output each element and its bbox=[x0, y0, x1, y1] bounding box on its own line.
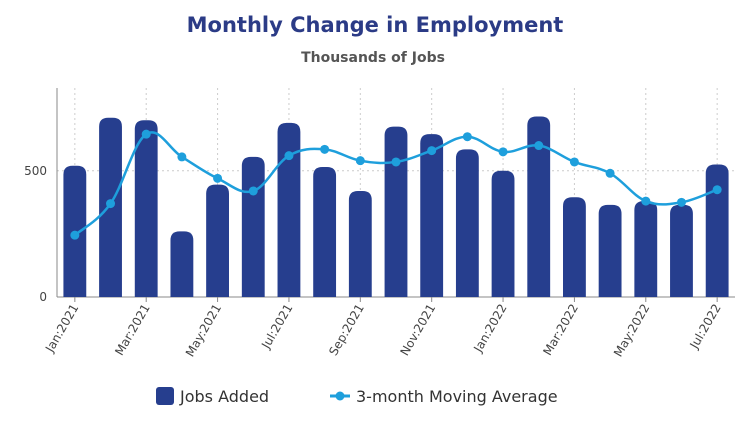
moving-average-point[interactable] bbox=[712, 185, 722, 195]
bar[interactable] bbox=[170, 231, 194, 297]
moving-average-point[interactable] bbox=[141, 129, 151, 139]
x-tick-label: Mar:2022 bbox=[540, 302, 581, 358]
line-series bbox=[70, 129, 722, 240]
x-tick-label: Mar:2021 bbox=[112, 302, 153, 358]
moving-average-point[interactable] bbox=[177, 152, 187, 162]
x-tick-label: Jul:2022 bbox=[687, 302, 724, 352]
bar[interactable] bbox=[670, 204, 693, 297]
bar[interactable] bbox=[134, 120, 158, 297]
moving-average-point[interactable] bbox=[355, 156, 365, 166]
bar[interactable] bbox=[420, 134, 444, 297]
moving-average-point[interactable] bbox=[391, 157, 401, 167]
moving-average-point[interactable] bbox=[284, 151, 294, 161]
bar[interactable] bbox=[527, 116, 551, 297]
moving-average-point[interactable] bbox=[676, 197, 686, 207]
moving-average-point[interactable] bbox=[248, 186, 258, 196]
bar[interactable] bbox=[491, 170, 515, 297]
legend-label-moving-average[interactable]: 3-month Moving Average bbox=[356, 387, 558, 406]
moving-average-point[interactable] bbox=[213, 173, 223, 183]
x-tick-label: May:2022 bbox=[611, 302, 652, 360]
x-tick-label: Nov:2021 bbox=[397, 302, 438, 359]
moving-average-point[interactable] bbox=[106, 199, 116, 209]
chart-subtitle: Thousands of Jobs bbox=[301, 50, 445, 66]
bar[interactable] bbox=[705, 164, 729, 297]
moving-average-point[interactable] bbox=[498, 147, 508, 157]
x-tick-label: May:2021 bbox=[183, 302, 224, 360]
legend[interactable]: Jobs Added 3-month Moving Average bbox=[156, 387, 558, 406]
x-tick-label: Sep:2021 bbox=[326, 302, 367, 359]
bar[interactable] bbox=[634, 201, 658, 297]
x-tick-label: Jan:2021 bbox=[42, 302, 81, 356]
grid bbox=[57, 88, 735, 297]
bar[interactable] bbox=[348, 190, 372, 297]
legend-swatch-jobs-added[interactable] bbox=[156, 387, 174, 405]
moving-average-point[interactable] bbox=[462, 132, 472, 142]
moving-average-point[interactable] bbox=[427, 146, 437, 156]
x-tick-label: Jan:2022 bbox=[470, 301, 509, 355]
y-tick-label: 0 bbox=[39, 290, 47, 304]
bar[interactable] bbox=[455, 149, 479, 297]
moving-average-point[interactable] bbox=[605, 168, 615, 178]
x-tick-label: Jul:2021 bbox=[258, 302, 295, 352]
bar[interactable] bbox=[241, 156, 265, 297]
moving-average-point[interactable] bbox=[641, 196, 651, 206]
bar[interactable] bbox=[384, 126, 408, 297]
moving-average-point[interactable] bbox=[70, 230, 80, 240]
moving-average-point[interactable] bbox=[569, 157, 579, 167]
bar[interactable] bbox=[277, 122, 301, 297]
bar-series bbox=[63, 116, 729, 297]
bar[interactable] bbox=[313, 166, 337, 297]
bar[interactable] bbox=[563, 197, 586, 297]
chart-title: Monthly Change in Employment bbox=[187, 13, 564, 37]
bar[interactable] bbox=[598, 204, 622, 297]
y-tick-label: 500 bbox=[24, 164, 47, 178]
moving-average-point[interactable] bbox=[534, 141, 544, 151]
bar[interactable] bbox=[206, 184, 229, 297]
legend-marker-moving-average[interactable] bbox=[335, 391, 345, 401]
legend-label-jobs-added[interactable]: Jobs Added bbox=[179, 387, 269, 406]
moving-average-point[interactable] bbox=[320, 144, 330, 154]
